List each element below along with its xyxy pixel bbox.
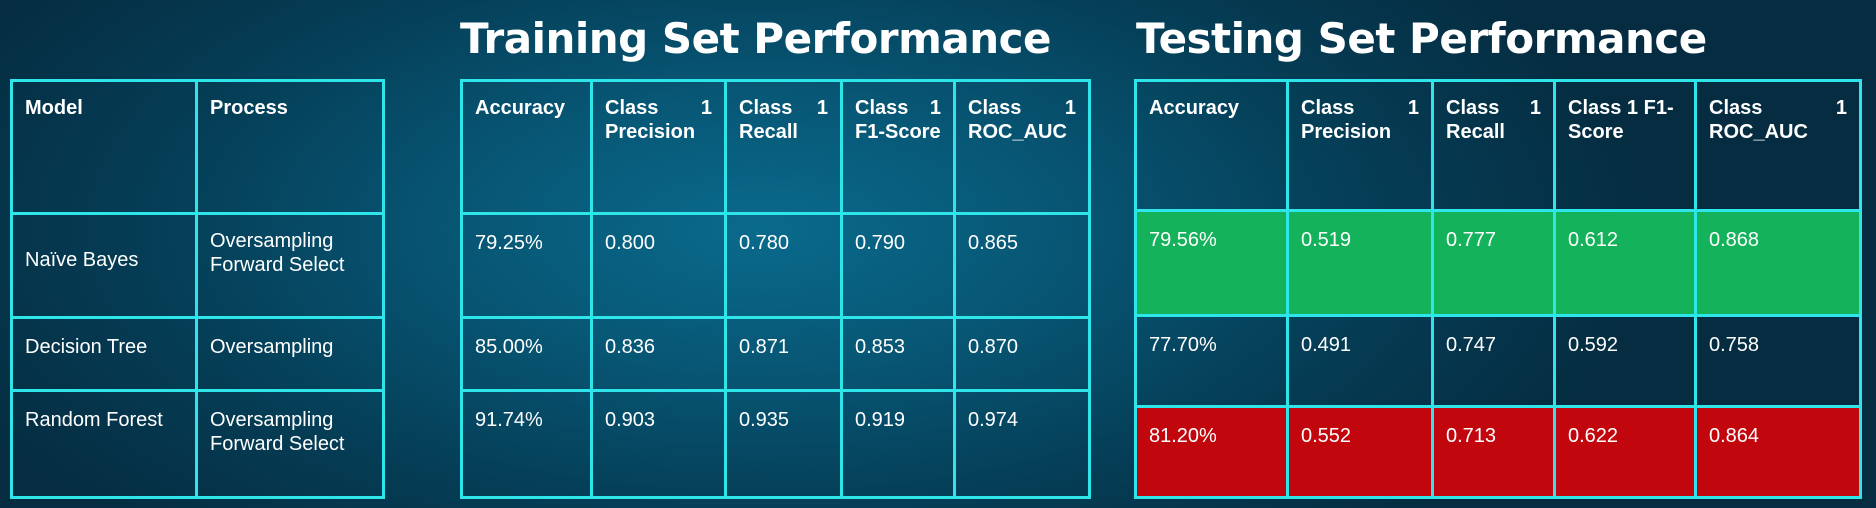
f1-score-cell: 0.612 (1553, 209, 1697, 317)
recall-cell: 0.747 (1431, 314, 1556, 408)
column-header-accuracy: Accuracy (460, 79, 593, 215)
roc-auc-cell: 0.865 (953, 212, 1091, 319)
f1-score-cell: 0.622 (1553, 405, 1697, 499)
model-name-cell: Naïve Bayes (10, 212, 198, 319)
table-row: Decision Tree Oversampling (10, 316, 385, 392)
model-name-cell: Decision Tree (10, 316, 198, 392)
training-section-title: Training Set Performance (460, 14, 1052, 63)
process-cell: Oversampling Forward Select (195, 212, 385, 319)
testing-header-row: Accuracy Class 1 Precision Class 1 Recal… (1134, 79, 1862, 212)
table-row: 77.70% 0.491 0.747 0.592 0.758 (1134, 314, 1862, 408)
accuracy-cell: 85.00% (460, 316, 593, 392)
column-header-precision: Class 1 Precision (590, 79, 727, 215)
recall-cell: 0.935 (724, 389, 843, 499)
recall-cell: 0.777 (1431, 209, 1556, 317)
training-metrics-table: Accuracy Class 1 Precision Class 1 Recal… (460, 79, 1091, 499)
column-header-roc-auc: Class 1 ROC_AUC (953, 79, 1091, 215)
training-header-row: Accuracy Class 1 Precision Class 1 Recal… (460, 79, 1091, 215)
precision-cell: 0.800 (590, 212, 727, 319)
precision-cell: 0.519 (1286, 209, 1434, 317)
table-row-highlighted-best: 79.56% 0.519 0.777 0.612 0.868 (1134, 209, 1862, 317)
f1-score-cell: 0.790 (840, 212, 956, 319)
column-header-roc-auc: Class 1 ROC_AUC (1694, 79, 1862, 212)
table-row-highlighted-worst: 81.20% 0.552 0.713 0.622 0.864 (1134, 405, 1862, 499)
models-header-row: Model Process (10, 79, 385, 215)
accuracy-cell: 91.74% (460, 389, 593, 499)
column-header-process: Process (195, 79, 385, 215)
roc-auc-cell: 0.758 (1694, 314, 1862, 408)
models-table: Model Process Naïve Bayes Oversampling F… (10, 79, 385, 499)
column-header-recall: Class 1 Recall (1431, 79, 1556, 212)
column-header-model: Model (10, 79, 198, 215)
process-cell: Oversampling Forward Select (195, 389, 385, 499)
precision-cell: 0.836 (590, 316, 727, 392)
column-header-precision: Class 1 Precision (1286, 79, 1434, 212)
testing-metrics-table: Accuracy Class 1 Precision Class 1 Recal… (1134, 79, 1862, 499)
table-row: Naïve Bayes Oversampling Forward Select (10, 212, 385, 319)
column-header-f1-score: Class 1 F1-Score (840, 79, 956, 215)
accuracy-cell: 79.56% (1134, 209, 1289, 317)
column-header-accuracy: Accuracy (1134, 79, 1289, 212)
process-cell: Oversampling (195, 316, 385, 392)
roc-auc-cell: 0.868 (1694, 209, 1862, 317)
accuracy-cell: 79.25% (460, 212, 593, 319)
table-row: Random Forest Oversampling Forward Selec… (10, 389, 385, 499)
accuracy-cell: 81.20% (1134, 405, 1289, 499)
column-header-recall: Class 1 Recall (724, 79, 843, 215)
precision-cell: 0.552 (1286, 405, 1434, 499)
precision-cell: 0.491 (1286, 314, 1434, 408)
recall-cell: 0.713 (1431, 405, 1556, 499)
column-header-f1-score: Class 1 F1-Score (1553, 79, 1697, 212)
recall-cell: 0.871 (724, 316, 843, 392)
roc-auc-cell: 0.870 (953, 316, 1091, 392)
table-row: 85.00% 0.836 0.871 0.853 0.870 (460, 316, 1091, 392)
roc-auc-cell: 0.974 (953, 389, 1091, 499)
f1-score-cell: 0.853 (840, 316, 956, 392)
recall-cell: 0.780 (724, 212, 843, 319)
roc-auc-cell: 0.864 (1694, 405, 1862, 499)
model-name-cell: Random Forest (10, 389, 198, 499)
precision-cell: 0.903 (590, 389, 727, 499)
table-row: 79.25% 0.800 0.780 0.790 0.865 (460, 212, 1091, 319)
f1-score-cell: 0.592 (1553, 314, 1697, 408)
accuracy-cell: 77.70% (1134, 314, 1289, 408)
table-row: 91.74% 0.903 0.935 0.919 0.974 (460, 389, 1091, 499)
testing-section-title: Testing Set Performance (1136, 14, 1707, 63)
f1-score-cell: 0.919 (840, 389, 956, 499)
